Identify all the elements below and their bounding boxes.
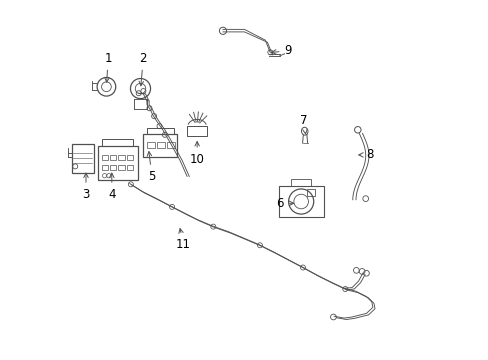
Bar	[102, 155, 108, 160]
Text: 11: 11	[176, 229, 191, 251]
Bar	[147, 129, 174, 134]
Text: 8: 8	[358, 148, 373, 161]
Text: 2: 2	[139, 51, 147, 86]
Bar	[167, 142, 175, 148]
Bar	[278, 186, 323, 217]
Bar	[102, 139, 133, 146]
Text: 9: 9	[271, 44, 291, 57]
Text: 5: 5	[147, 152, 155, 183]
Text: 10: 10	[189, 141, 204, 166]
Text: 3: 3	[82, 173, 89, 201]
Bar	[147, 142, 155, 148]
Bar	[187, 126, 207, 136]
Bar	[126, 165, 133, 170]
Bar	[118, 155, 124, 160]
Bar	[157, 142, 164, 148]
Bar	[126, 155, 133, 160]
Text: 1: 1	[104, 51, 112, 82]
Bar	[307, 189, 314, 197]
Bar	[143, 134, 177, 157]
Bar	[98, 146, 137, 180]
Bar	[72, 144, 94, 173]
Bar	[110, 165, 116, 170]
Text: 6: 6	[276, 197, 293, 210]
Bar	[102, 165, 108, 170]
Text: 4: 4	[108, 173, 115, 201]
Bar	[118, 165, 124, 170]
Bar	[110, 155, 116, 160]
Text: 7: 7	[299, 114, 307, 134]
Bar	[290, 179, 310, 186]
